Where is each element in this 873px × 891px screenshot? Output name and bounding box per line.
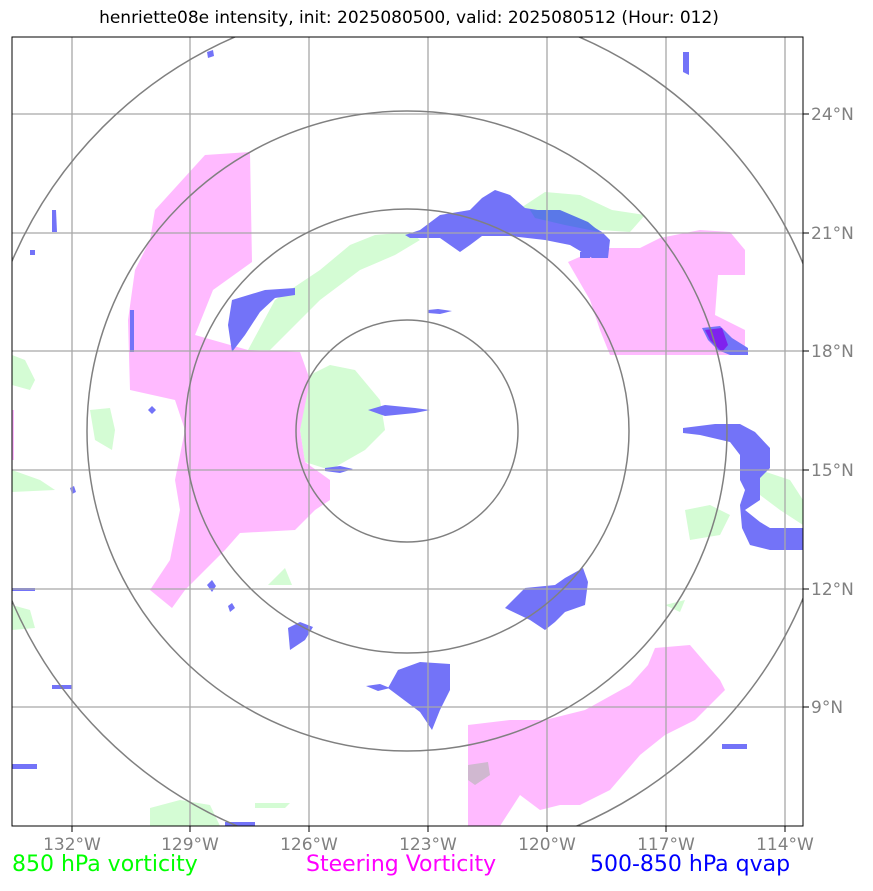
lon-label: 129°W	[161, 835, 219, 855]
plot-title: henriette08e intensity, init: 2025080500…	[99, 8, 719, 28]
plot-frame	[11, 36, 804, 827]
latitude-labels: 24°N 21°N 18°N 15°N 12°N 9°N	[811, 105, 854, 718]
lon-label: 123°W	[399, 835, 457, 855]
range-rings	[12, 37, 803, 826]
lon-label: 132°W	[43, 835, 101, 855]
lon-label: 114°W	[756, 835, 814, 855]
longitude-labels: 132°W 129°W 126°W 123°W 120°W 117°W 114°…	[43, 835, 814, 855]
lat-label: 24°N	[811, 105, 854, 125]
lat-label: 18°N	[811, 342, 854, 362]
lat-label: 15°N	[811, 461, 854, 481]
overlap-patch	[468, 762, 490, 785]
lat-label: 12°N	[811, 580, 854, 600]
legend-steering-vorticity: Steering Vorticity	[306, 852, 497, 877]
steering-vorticity-fields	[12, 152, 745, 826]
lat-label: 9°N	[811, 698, 843, 718]
lon-label: 120°W	[518, 835, 576, 855]
lon-label: 126°W	[280, 835, 338, 855]
vorticity-850-fields	[12, 192, 803, 826]
legend-qvap: 500-850 hPa qvap	[590, 852, 791, 877]
qvap-overlap-patch	[705, 328, 728, 352]
gridlines	[12, 37, 803, 826]
legend-850hpa-vorticity: 850 hPa vorticity	[12, 852, 198, 877]
tick-marks	[71, 113, 809, 832]
qvap-fields	[12, 50, 803, 826]
lon-label: 117°W	[637, 835, 695, 855]
lat-label: 21°N	[811, 224, 854, 244]
